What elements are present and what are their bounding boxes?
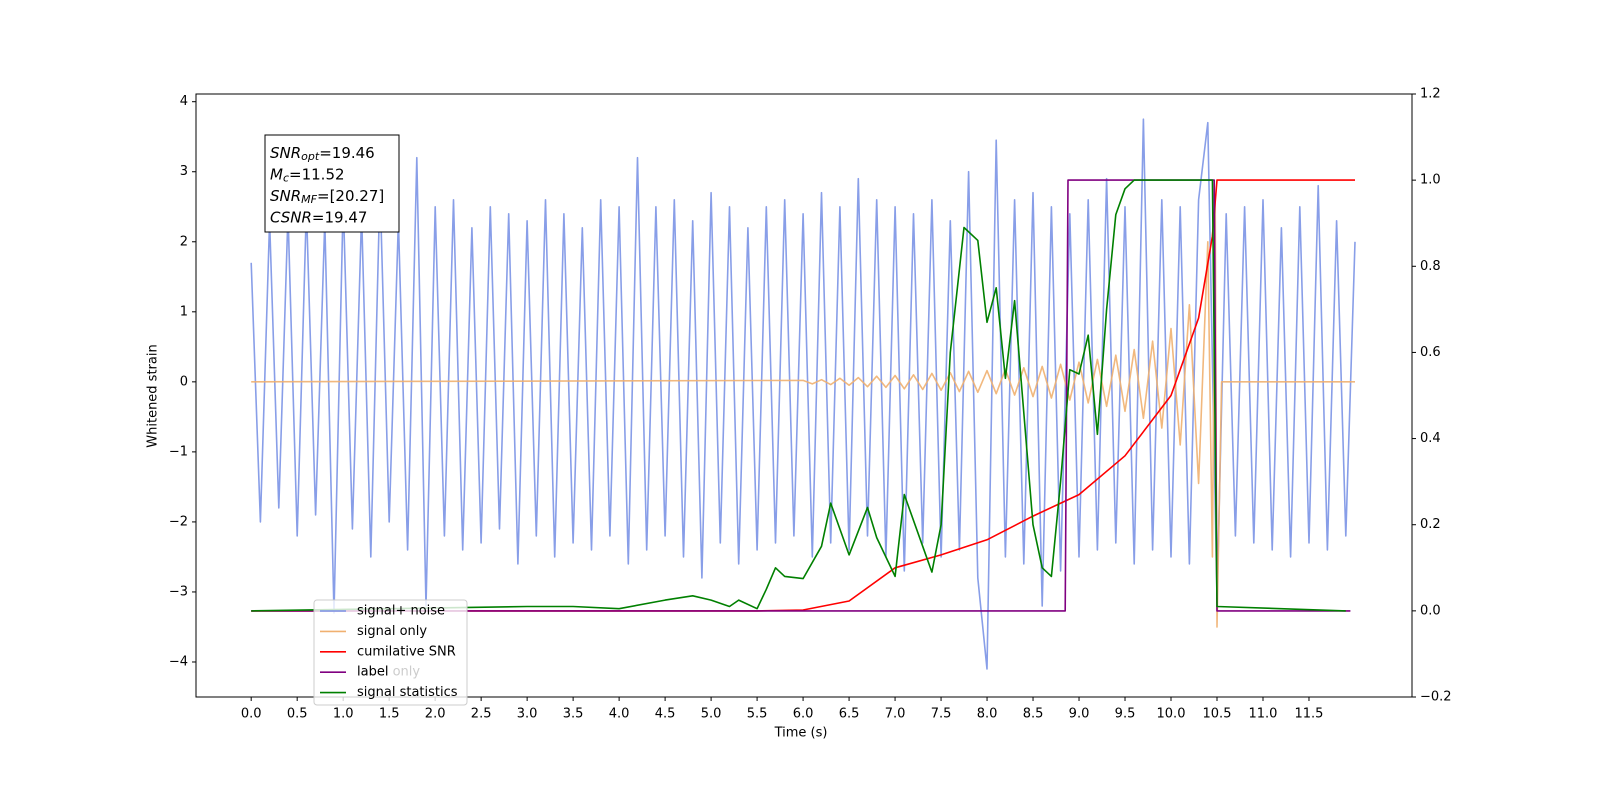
x-tick-label: 0.5 <box>287 707 308 722</box>
x-tick-label: 6.5 <box>839 707 860 722</box>
x-tick-label: 10.5 <box>1203 707 1232 722</box>
y-tick-label: −2 <box>169 514 188 529</box>
y2-tick-label: −0.2 <box>1420 690 1452 705</box>
annotation-value: =[20.27] <box>317 187 384 205</box>
plot-frame <box>195 93 1413 698</box>
annotation-value: =19.47 <box>312 208 368 226</box>
annotation-symbol: SNR <box>270 187 301 205</box>
annotation-symbol: CSNR <box>270 208 312 226</box>
x-tick-label: 2.0 <box>425 707 446 722</box>
y-tick-label: −1 <box>169 444 188 459</box>
x-tick-label: 7.5 <box>931 707 952 722</box>
x-tick-label: 11.5 <box>1295 707 1324 722</box>
x-tick-label: 5.0 <box>701 707 722 722</box>
ghost-text: label only <box>357 665 420 680</box>
annotation-frame <box>264 134 400 233</box>
x-tick-label: 1.0 <box>333 707 354 722</box>
y-tick-label: 1 <box>180 304 188 319</box>
annotation-subscript: opt <box>301 150 320 163</box>
x-tick-label: 11.0 <box>1249 707 1278 722</box>
series-line <box>250 118 1356 670</box>
series-line <box>251 179 1346 612</box>
legend-label: signal+ noise <box>357 604 445 619</box>
legend-label: cumilative SNR <box>357 644 456 659</box>
y-tick-label: 0 <box>180 374 188 389</box>
x-tick-label: 9.5 <box>1115 707 1136 722</box>
x-tick-label: 3.5 <box>563 707 584 722</box>
annotation-value: =11.52 <box>289 165 345 183</box>
y2-tick-label: 0.2 <box>1420 517 1441 532</box>
y-tick-label: 2 <box>180 234 188 249</box>
x-tick-label: 1.5 <box>379 707 400 722</box>
y2-tick-label: 0.4 <box>1420 431 1441 446</box>
y-tick-label: −3 <box>169 584 188 599</box>
annotation-symbol: SNR <box>270 144 301 162</box>
y-tick-label: 3 <box>180 164 188 179</box>
annotation-value: =19.46 <box>319 144 375 162</box>
y-tick-label: 4 <box>180 94 188 109</box>
y2-tick-label: 1.0 <box>1420 173 1441 188</box>
y2-tick-label: 1.2 <box>1420 87 1441 102</box>
x-tick-label: 10.0 <box>1157 707 1186 722</box>
legend-label: signal statistics <box>357 685 458 700</box>
x-tick-label: 7.0 <box>885 707 906 722</box>
y2-tick-label: 0.0 <box>1420 603 1441 618</box>
annotation-text: CSNR=19.47 <box>270 208 367 226</box>
x-tick-label: 8.0 <box>977 707 998 722</box>
x-tick-label: 0.0 <box>241 707 262 722</box>
x-axis-label: Time (s) <box>774 726 828 741</box>
x-tick-label: 2.5 <box>471 707 492 722</box>
annotation-subscript: MF <box>301 193 317 206</box>
x-tick-label: 6.0 <box>793 707 814 722</box>
annotation-subscript: c <box>283 172 289 185</box>
x-tick-label: 9.0 <box>1069 707 1090 722</box>
x-tick-label: 4.0 <box>609 707 630 722</box>
annotation-text: SNRopt=19.46 <box>270 144 375 164</box>
series-line <box>251 199 1355 628</box>
annotation-symbol: M <box>270 165 283 183</box>
x-tick-label: 8.5 <box>1023 707 1044 722</box>
x-tick-label: 5.5 <box>747 707 768 722</box>
y-tick-label: −4 <box>169 654 188 669</box>
x-tick-label: 4.5 <box>655 707 676 722</box>
legend-label: signal only <box>357 624 427 639</box>
legend: label only signal+ noise signal only cumila… <box>313 599 468 706</box>
annotation-text: Mc=11.52 <box>270 165 345 185</box>
legend-label: label <box>357 665 388 680</box>
x-tick-label: 3.0 <box>517 707 538 722</box>
annotation-text: SNRMF=[20.27] <box>270 187 384 207</box>
y2-tick-label: 0.8 <box>1420 259 1441 274</box>
legend-frame <box>313 599 468 706</box>
y-axis-label: Whitened strain <box>146 344 161 447</box>
annotation-box: SNRopt=19.46Mc=11.52SNRMF=[20.27]CSNR=19… <box>264 134 400 233</box>
y2-tick-label: 0.6 <box>1420 345 1441 360</box>
